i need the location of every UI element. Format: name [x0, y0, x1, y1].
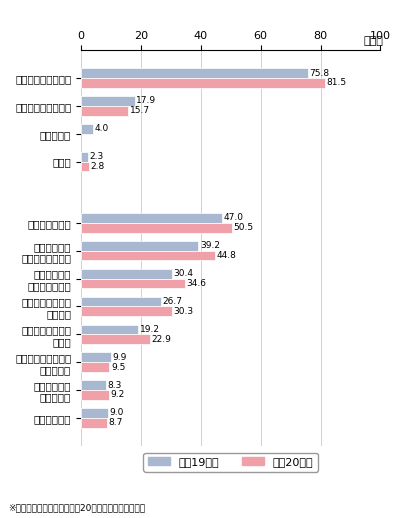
Bar	[81, 362, 109, 372]
Bar	[81, 223, 232, 233]
Bar	[81, 324, 138, 334]
Bar	[81, 162, 89, 171]
Bar	[81, 96, 134, 106]
Text: 47.0: 47.0	[223, 213, 243, 222]
Bar	[81, 380, 106, 390]
Text: 9.5: 9.5	[111, 363, 125, 371]
Text: 22.9: 22.9	[151, 335, 171, 343]
Text: 50.5: 50.5	[233, 223, 253, 232]
Legend: 平成19年末, 平成20年末: 平成19年末, 平成20年末	[143, 453, 317, 471]
Text: 30.3: 30.3	[173, 307, 193, 316]
Text: 39.2: 39.2	[199, 241, 220, 250]
Bar	[81, 269, 172, 279]
Text: 81.5: 81.5	[326, 78, 346, 88]
Text: ※　「分からない」は、平成20年末は調査していない: ※ 「分からない」は、平成20年末は調査していない	[8, 504, 145, 513]
Text: 44.8: 44.8	[216, 251, 236, 260]
Text: （％）: （％）	[363, 36, 383, 46]
Bar	[81, 106, 128, 116]
Text: 2.3: 2.3	[89, 152, 103, 161]
Bar	[81, 334, 149, 344]
Bar	[81, 408, 108, 418]
Bar	[81, 390, 108, 400]
Text: 2.8: 2.8	[91, 162, 105, 171]
Text: 4.0: 4.0	[94, 124, 109, 133]
Text: 9.0: 9.0	[109, 409, 124, 418]
Bar	[81, 78, 324, 88]
Bar	[81, 251, 215, 261]
Text: 26.7: 26.7	[162, 297, 182, 306]
Text: 17.9: 17.9	[136, 96, 156, 106]
Text: 15.7: 15.7	[129, 106, 149, 115]
Text: 30.4: 30.4	[173, 269, 193, 278]
Bar	[81, 68, 307, 78]
Bar	[81, 297, 160, 307]
Text: 75.8: 75.8	[309, 68, 329, 78]
Bar	[81, 241, 198, 251]
Text: 8.7: 8.7	[108, 418, 123, 427]
Text: 34.6: 34.6	[185, 279, 206, 288]
Text: 9.9: 9.9	[112, 353, 126, 362]
Bar	[81, 152, 87, 162]
Bar	[81, 418, 107, 427]
Bar	[81, 307, 171, 316]
Text: 8.3: 8.3	[107, 381, 122, 390]
Text: 9.2: 9.2	[110, 391, 124, 399]
Bar	[81, 124, 93, 134]
Bar	[81, 279, 184, 289]
Text: 19.2: 19.2	[140, 325, 160, 334]
Bar	[81, 213, 221, 223]
Bar	[81, 352, 110, 362]
